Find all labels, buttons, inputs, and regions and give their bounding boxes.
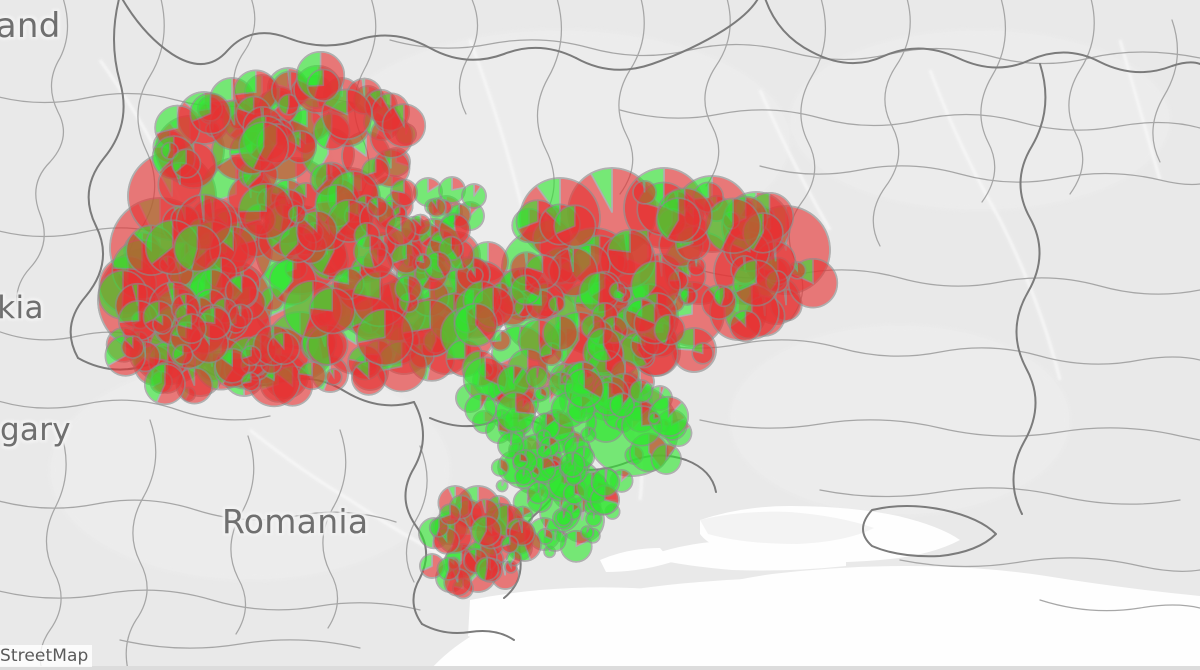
map-label-romania: Romania	[222, 502, 369, 541]
map-label-poland: land	[0, 6, 61, 46]
map-label-slovakia: akia	[0, 290, 44, 326]
map-label-hungary: ngary	[0, 412, 71, 448]
bottom-divider	[0, 668, 1200, 670]
attribution-openstreetmap[interactable]: StreetMap	[0, 645, 93, 667]
